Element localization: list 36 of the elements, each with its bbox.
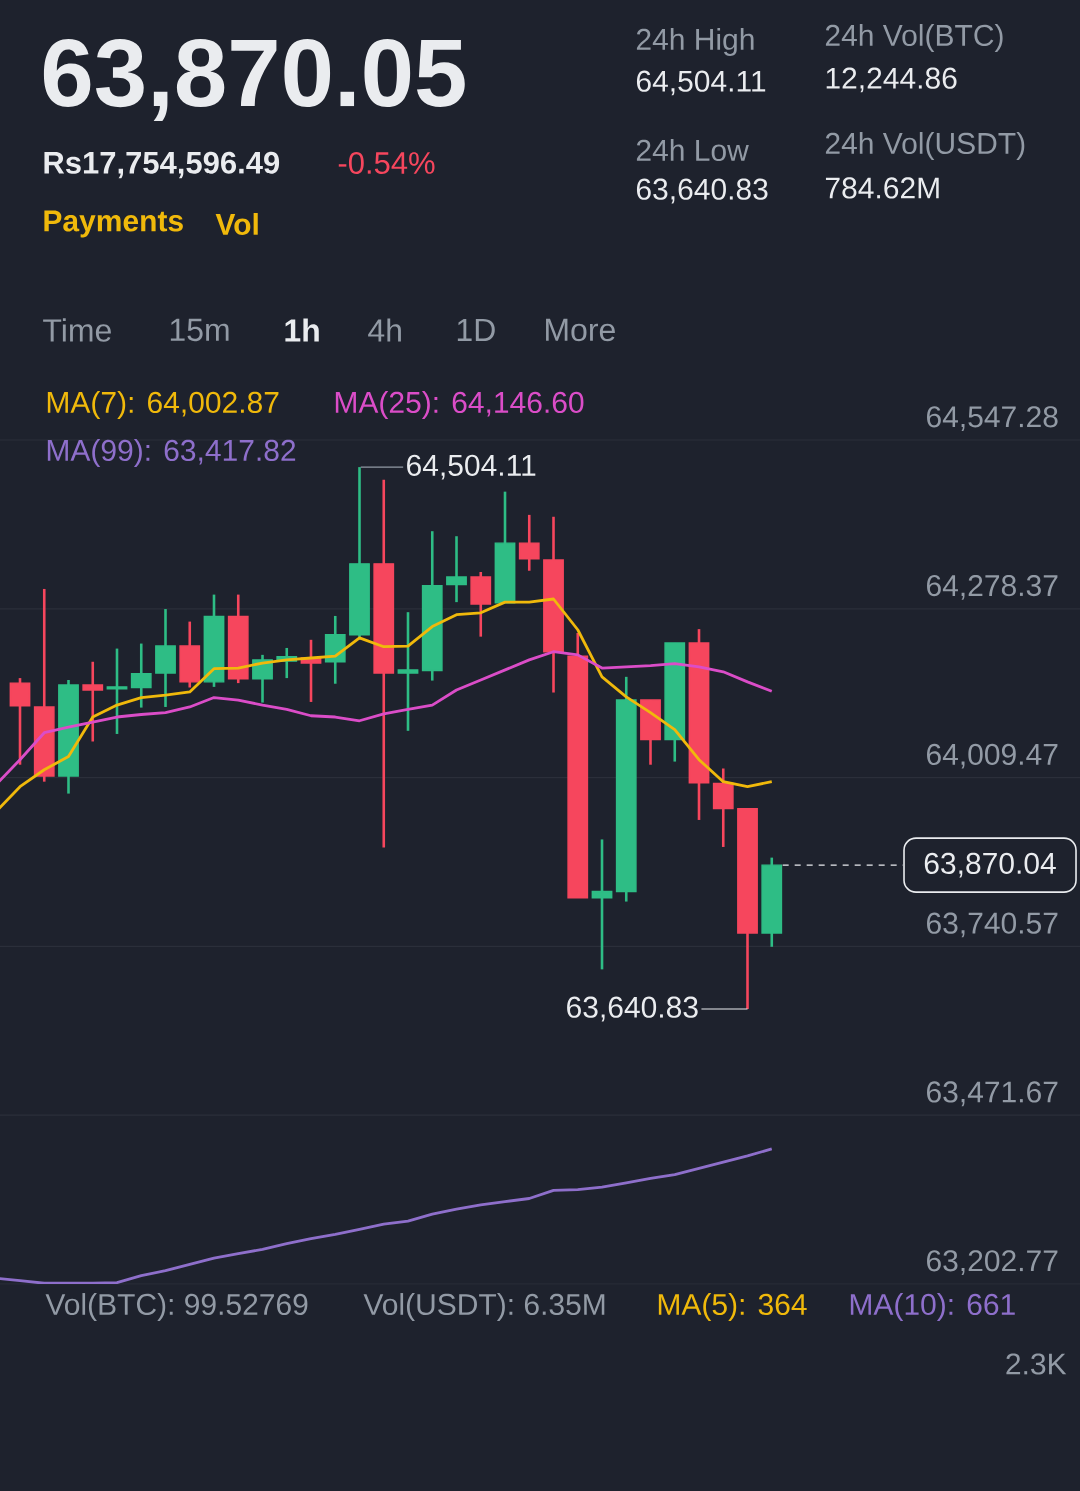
text: 63,640.83: [636, 178, 768, 204]
text: MA(7): 64,002.87: [47, 391, 279, 419]
text: 24h High: [636, 28, 754, 56]
text: Vol(BTC): 99.52769: [45, 1293, 308, 1321]
annotation: 63,640.83: [567, 996, 698, 1022]
y-tick-label: 63,740.57: [927, 912, 1058, 938]
text: Vol: [215, 212, 258, 235]
text: 24h Vol(BTC): [825, 24, 1003, 52]
ref-line-label: 63,870.04: [924, 852, 1056, 878]
text: 4h: [368, 318, 401, 342]
text: 24h Vol(USDT): [825, 132, 1025, 160]
text: 1D: [457, 318, 495, 341]
y-tick-label: 63,202.77: [927, 1250, 1058, 1275]
chart-title: 63,870.05: [43, 39, 465, 121]
text: 1h: [285, 318, 319, 342]
text: 24h Low: [636, 138, 749, 161]
text: Rs17,754,596.49: [44, 151, 280, 179]
text: Payments: [44, 210, 183, 238]
text: -0.54%: [338, 152, 435, 174]
text: MA(5): 364: [658, 1293, 807, 1321]
text: 64,504.11: [636, 70, 766, 96]
text: Vol(USDT): 6.35M: [363, 1293, 605, 1321]
text: MA(99): 63,417.82: [47, 439, 296, 467]
y-tick-label: 64,009.47: [927, 743, 1058, 769]
text: Time: [43, 318, 111, 342]
text: MA(10): 661: [850, 1293, 1015, 1321]
text: 784.62M: [825, 177, 939, 199]
text: MA(25): 64,146.60: [335, 391, 584, 419]
text: 2.3K: [1006, 1353, 1067, 1375]
y-tick-label: 64,278.37: [927, 574, 1058, 600]
text: 15m: [170, 318, 229, 342]
text: More: [546, 318, 615, 342]
annotation: 64,504.11: [407, 454, 536, 480]
y-tick-label: 64,547.28: [927, 406, 1058, 431]
text: 12,244.86: [826, 67, 957, 93]
y-tick-label: 63,471.67: [927, 1081, 1058, 1107]
